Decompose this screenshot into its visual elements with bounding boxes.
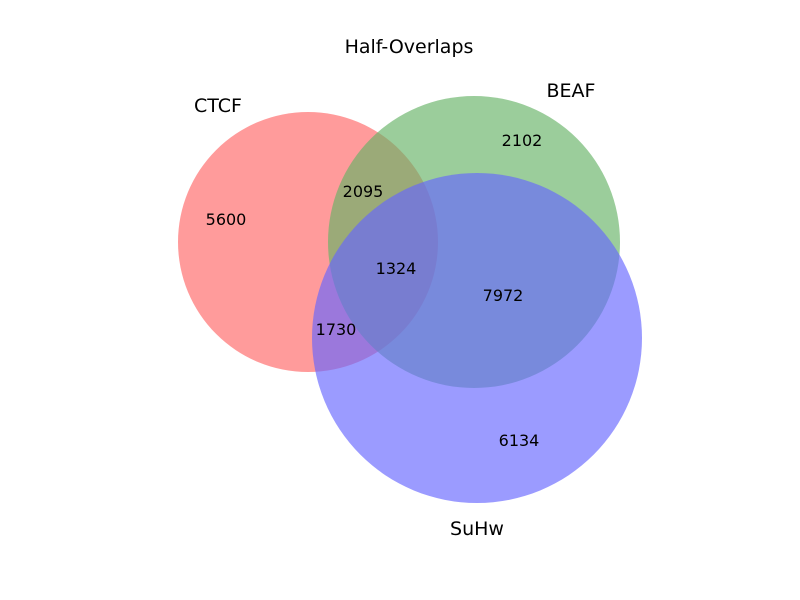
set-circles: [178, 96, 642, 503]
suhw-circle: [312, 173, 642, 503]
suhw-only-count: 6134: [499, 431, 540, 450]
ctcf-suhw-count: 1730: [316, 320, 357, 339]
ctcf-beaf-count: 2095: [343, 182, 384, 201]
ctcf-only-count: 5600: [206, 210, 247, 229]
all-three-count: 1324: [376, 259, 417, 278]
ctcf-label: CTCF: [194, 95, 242, 117]
beaf-suhw-count: 7972: [483, 286, 524, 305]
suhw-label: SuHw: [450, 518, 504, 540]
diagram-title: Half-Overlaps: [345, 36, 474, 58]
beaf-label: BEAF: [547, 80, 596, 102]
beaf-only-count: 2102: [502, 131, 543, 150]
